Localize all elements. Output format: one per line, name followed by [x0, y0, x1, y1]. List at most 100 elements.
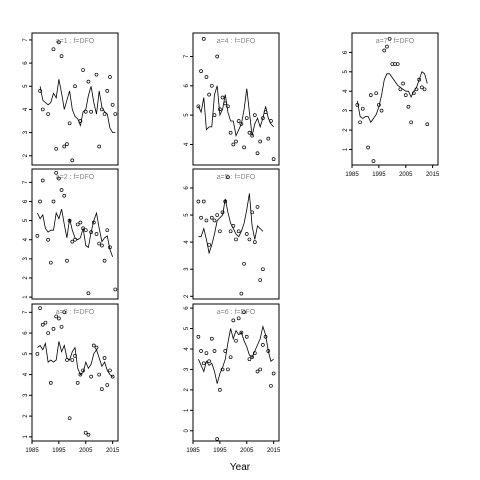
- data-point: [269, 383, 273, 388]
- data-point: [100, 243, 104, 248]
- data-point: [239, 330, 244, 335]
- data-point: [244, 232, 249, 236]
- x-tick-label: 2005: [79, 448, 93, 454]
- data-point: [207, 242, 211, 247]
- data-point: [258, 139, 263, 144]
- data-point: [234, 237, 238, 242]
- trend-line: [198, 193, 264, 255]
- data-point: [252, 351, 257, 355]
- data-point: [252, 240, 257, 244]
- data-point: [91, 220, 96, 225]
- data-point: [108, 368, 112, 373]
- data-point: [209, 336, 214, 341]
- data-point: [86, 79, 91, 84]
- panel-title: a=6 : f=DFO: [217, 309, 256, 316]
- data-point: [59, 324, 64, 329]
- data-point: [75, 381, 80, 385]
- data-point: [100, 107, 104, 112]
- panel-frame: [31, 168, 119, 300]
- y-tick-label: 4: [184, 240, 190, 244]
- data-point: [38, 199, 42, 204]
- data-point: [398, 87, 403, 92]
- data-point: [261, 116, 265, 120]
- x-tick-label: 1985: [186, 448, 200, 454]
- data-point: [62, 310, 67, 315]
- y-tick-label: 2: [23, 414, 29, 418]
- data-point: [242, 310, 246, 315]
- data-point: [201, 361, 206, 366]
- data-point: [91, 343, 96, 348]
- data-point: [250, 355, 254, 360]
- y-tick-label: 6: [184, 83, 190, 87]
- data-point: [204, 218, 209, 223]
- data-point: [204, 75, 209, 79]
- y-tick-label: 5: [343, 69, 349, 73]
- panel-7: a=7 : f=DFO 1 2 3 4 5 6 1985 1995 2005 2015: [343, 32, 440, 178]
- data-point: [54, 314, 59, 319]
- data-point: [67, 121, 72, 126]
- data-point: [105, 89, 110, 93]
- data-point: [406, 104, 411, 109]
- x-tick-label: 2015: [106, 448, 120, 454]
- panel-title: a=2 : f=DFO: [56, 174, 95, 181]
- data-point: [223, 101, 228, 106]
- data-point: [263, 334, 268, 339]
- y-tick-label: 5: [184, 213, 190, 217]
- data-point: [236, 229, 241, 234]
- data-point: [368, 93, 373, 97]
- data-point: [263, 110, 268, 115]
- trend-line: [198, 85, 274, 138]
- y-tick-label: 4: [184, 347, 190, 351]
- y-tick-label: 2: [23, 276, 29, 280]
- data-point: [73, 354, 77, 358]
- data-point: [35, 234, 40, 238]
- data-point: [94, 345, 99, 350]
- data-point: [409, 120, 413, 125]
- y-tick-label: 3: [23, 257, 29, 261]
- data-point: [70, 158, 75, 163]
- x-tick-label: 2005: [399, 172, 413, 178]
- data-point: [78, 220, 83, 225]
- data-point: [226, 175, 230, 179]
- x-tick-label: 2015: [426, 172, 440, 178]
- data-point: [220, 210, 225, 215]
- data-point: [255, 151, 260, 156]
- panel-6: a=6 : f=DFO 0 1 2 3 4 5 6 1985 1995 2005 2015: [184, 303, 281, 454]
- y-tick-label: 7: [184, 54, 190, 58]
- y-tick-label: 3: [184, 267, 190, 271]
- y-tick-label: 2: [343, 128, 349, 132]
- data-point: [425, 122, 430, 127]
- data-point: [234, 338, 238, 343]
- y-tick-label: 6: [23, 199, 29, 203]
- data-point: [382, 48, 387, 53]
- data-point: [231, 224, 236, 228]
- data-point: [113, 287, 118, 292]
- data-point: [223, 349, 228, 353]
- x-tick-label: 1985: [25, 448, 39, 454]
- y-tick-label: 1: [343, 147, 349, 151]
- y-tick-label: 1: [184, 408, 190, 412]
- x-tick-label: 2005: [240, 448, 254, 454]
- y-tick-label: 7: [23, 38, 29, 42]
- data-point: [38, 89, 42, 93]
- data-point: [228, 130, 233, 135]
- data-point: [226, 104, 230, 109]
- y-tick-label: 4: [184, 142, 190, 146]
- data-point: [70, 239, 75, 244]
- data-point: [54, 146, 59, 151]
- data-point: [67, 416, 72, 421]
- data-point: [62, 193, 67, 198]
- data-point: [102, 112, 107, 116]
- panel-5: a=5 : f=DFO 2 3 4 5 6: [184, 168, 280, 300]
- data-point: [65, 358, 69, 362]
- data-point: [209, 215, 214, 220]
- y-tick-label: 3: [343, 108, 349, 112]
- data-point: [201, 37, 206, 41]
- data-point: [414, 87, 419, 92]
- data-point: [250, 210, 254, 215]
- y-tick-label: 1: [23, 435, 29, 439]
- data-point: [360, 106, 365, 111]
- y-tick-label: 7: [23, 180, 29, 184]
- panel-frame: [192, 32, 280, 166]
- data-point: [108, 245, 112, 250]
